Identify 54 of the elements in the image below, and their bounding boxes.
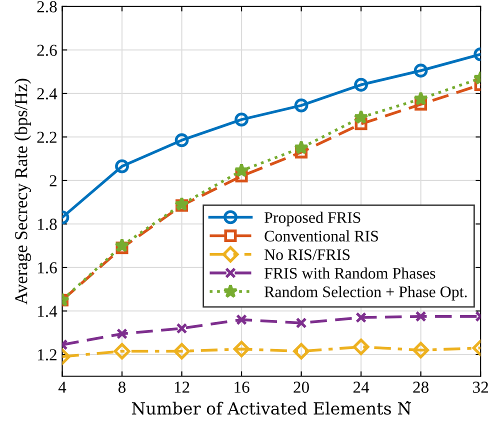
x-tick-label: 28	[413, 382, 429, 393]
point	[354, 118, 368, 130]
x-tick-label: 12	[174, 382, 190, 393]
y-tick-label: 1.8	[38, 218, 57, 230]
point	[414, 98, 428, 111]
x-tick-label: 24	[353, 382, 370, 393]
point	[176, 322, 188, 334]
point	[296, 317, 307, 329]
y-tick-label: 2.4	[37, 88, 58, 100]
point	[414, 64, 428, 78]
legend-label: FRIS with Random Phases	[264, 267, 436, 279]
x-tick-label: 20	[294, 382, 309, 393]
y-tick-label: 2.6	[37, 44, 57, 56]
point	[236, 314, 248, 326]
y-axis-title: Average Secrecy Rate (bps/Hz)	[14, 78, 31, 305]
y-tick-label: 2	[50, 175, 56, 186]
x-tick-label: 8	[118, 382, 126, 393]
point	[294, 98, 308, 112]
point	[233, 340, 250, 358]
point	[116, 242, 128, 254]
point	[174, 196, 190, 211]
point	[352, 338, 370, 356]
y-tick-label: 1.6	[38, 262, 57, 274]
point	[234, 163, 249, 178]
point	[354, 110, 368, 124]
point	[355, 312, 367, 324]
point	[114, 238, 130, 252]
point	[176, 199, 188, 212]
point	[115, 159, 129, 174]
point	[412, 342, 430, 358]
x-tick-label: 16	[234, 382, 250, 393]
point	[413, 91, 428, 106]
legend-label: Conventional RIS	[264, 230, 378, 242]
legend-label: Proposed FRIS	[264, 212, 360, 226]
point	[294, 140, 309, 154]
y-tick-label: 2.8	[37, 1, 57, 12]
point	[354, 78, 368, 92]
point	[295, 146, 308, 158]
point	[114, 342, 130, 360]
point	[235, 170, 248, 182]
point	[234, 112, 248, 127]
point	[174, 342, 190, 360]
legend-label: Random Selection + Phase Opt.	[264, 286, 467, 301]
point	[116, 328, 128, 340]
x-axis-title: Number of Activated Elements N̂	[132, 401, 411, 415]
y-tick-label: 2.2	[37, 132, 56, 143]
point	[293, 342, 310, 360]
point	[174, 133, 189, 148]
point	[415, 310, 426, 322]
legend-label: No RIS/FRIS	[264, 249, 350, 260]
x-tick-label: 4	[58, 382, 66, 393]
y-tick-label: 1.4	[38, 306, 58, 318]
y-tick-label: 1.2	[38, 349, 56, 361]
x-tick-label: 32	[473, 382, 488, 393]
